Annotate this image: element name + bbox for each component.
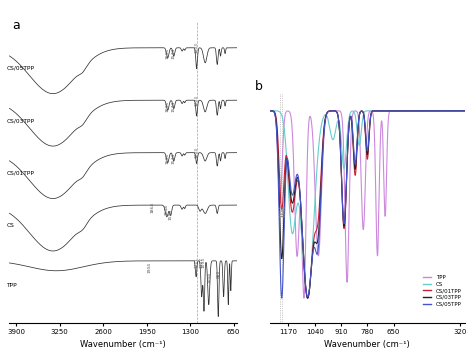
Text: 880: 880 [216,269,220,278]
Text: 1544: 1544 [172,101,176,112]
Text: 1203: 1203 [195,147,199,158]
Text: 1093: 1093 [202,257,206,267]
Text: 1648: 1648 [165,204,169,215]
Text: 1211: 1211 [194,257,198,267]
Text: 1004: 1004 [208,272,212,283]
Legend: TPP, CS, CS/01TPP, CS/03TPP, CS/05TPP: TPP, CS, CS/01TPP, CS/03TPP, CS/05TPP [420,273,464,309]
X-axis label: Wavenumber (cm⁻¹): Wavenumber (cm⁻¹) [81,340,166,349]
Text: TPP: TPP [6,283,17,288]
X-axis label: Wavenumber (cm⁻¹): Wavenumber (cm⁻¹) [325,340,410,349]
Text: a: a [12,19,19,32]
Text: 1635: 1635 [166,101,170,112]
Text: 1203: 1203 [195,95,199,106]
Text: 1904: 1904 [148,262,152,273]
Text: 1544: 1544 [172,48,176,59]
Text: 1544: 1544 [172,153,176,164]
Text: CS/01TPP: CS/01TPP [6,171,34,176]
Text: 1203: 1203 [281,205,286,217]
Text: 1635: 1635 [166,48,170,59]
Text: CS/03TPP: CS/03TPP [6,118,34,123]
Text: CS/05TPP: CS/05TPP [6,66,34,71]
Text: 1864: 1864 [150,202,155,213]
Text: 1635: 1635 [166,153,170,164]
Text: CS: CS [6,223,14,228]
Text: 1211: 1211 [280,205,285,217]
Text: b: b [255,80,263,93]
Text: 1590: 1590 [169,209,173,220]
Text: 1203: 1203 [195,42,199,53]
Text: 1127: 1127 [200,257,204,267]
